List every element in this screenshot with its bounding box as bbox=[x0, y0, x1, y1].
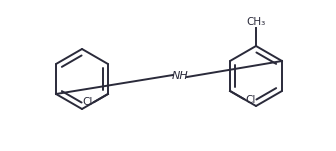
Text: NH: NH bbox=[172, 71, 188, 81]
Text: Cl: Cl bbox=[83, 97, 93, 107]
Text: CH₃: CH₃ bbox=[246, 17, 266, 27]
Text: Cl: Cl bbox=[245, 95, 255, 105]
